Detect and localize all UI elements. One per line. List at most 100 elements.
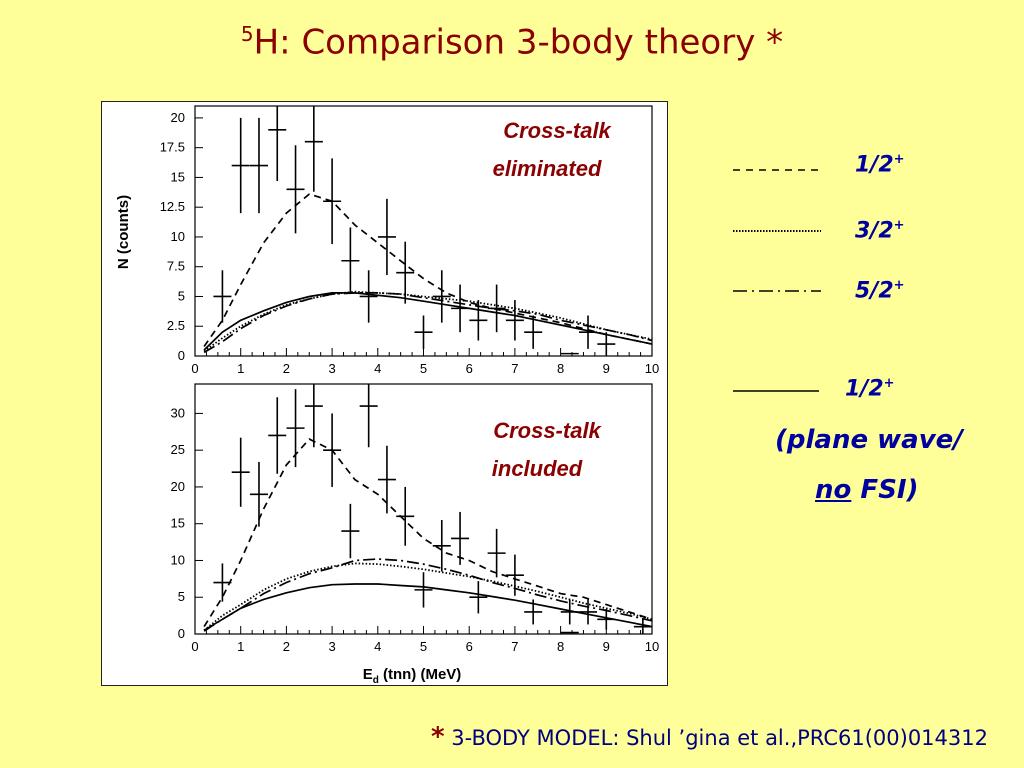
title-superscript: 5 bbox=[240, 22, 254, 46]
data-point bbox=[304, 106, 323, 192]
x-tick-label: 2 bbox=[283, 639, 290, 654]
data-point bbox=[432, 520, 451, 572]
y-tick-label: 7.5 bbox=[167, 259, 185, 274]
plot-bottom: 0 1 2 3 4 5 6 7 8 9 10 0 5 10 15 20 25 30 Cross-talk includ… bbox=[171, 383, 659, 654]
x-tick-label: 6 bbox=[466, 361, 473, 376]
data-point bbox=[469, 581, 488, 614]
x-tick-label: 7 bbox=[511, 361, 518, 376]
legend-note-rest: FSI) bbox=[851, 475, 919, 505]
legend-note-underlined: no bbox=[815, 475, 852, 505]
data-point bbox=[432, 270, 451, 323]
y-tick-label: 15 bbox=[171, 169, 185, 184]
footer-citation: * 3-BODY MODEL: Shul ’gina et al.,PRC61(… bbox=[431, 722, 988, 752]
legend-line-2 bbox=[733, 230, 821, 232]
x-tick-label: 2 bbox=[283, 361, 290, 376]
x-tick-label: 6 bbox=[466, 639, 473, 654]
y-tick-label: 25 bbox=[171, 442, 185, 457]
y-axis-label: N (counts) bbox=[115, 195, 132, 269]
figure-svg: 0 1 2 3 4 5 6 7 8 9 1002.557.51012.51517.520Cross-… bbox=[115, 105, 659, 686]
data-point bbox=[633, 619, 652, 634]
data-point bbox=[396, 241, 415, 304]
x-tick-label: 5 bbox=[420, 639, 427, 654]
legend-line-1 bbox=[733, 169, 821, 171]
data-point bbox=[505, 554, 524, 596]
data-point bbox=[524, 599, 543, 625]
data-point bbox=[286, 145, 305, 234]
curve-dashed bbox=[203, 193, 653, 347]
figure-panel: 0 1 2 3 4 5 6 7 8 9 10 0 2.5 5 7.5 10 12.5 15 17.5 20 Cross-… bbox=[101, 101, 668, 686]
panel-annotation: included bbox=[492, 456, 583, 481]
x-tick-label: 5 bbox=[420, 361, 427, 376]
x-tick-label: 3 bbox=[328, 639, 335, 654]
data-point bbox=[249, 461, 268, 527]
data-point bbox=[213, 563, 232, 602]
data-point bbox=[414, 572, 433, 608]
y-tick-label: 30 bbox=[171, 405, 185, 420]
data-point bbox=[579, 599, 598, 625]
x-tick-label: 8 bbox=[557, 639, 564, 654]
data-point bbox=[323, 413, 342, 487]
panel-annotation: Cross-talk bbox=[503, 118, 612, 143]
x-tick-label: 3 bbox=[328, 361, 335, 376]
x-tick-label: 9 bbox=[603, 639, 610, 654]
footer-star: * bbox=[430, 722, 445, 752]
title-text: H: Comparison 3-body theory * bbox=[253, 22, 784, 63]
y-tick-label: 0 bbox=[178, 348, 185, 363]
panel-annotation: eliminated bbox=[493, 156, 602, 181]
data-point bbox=[469, 300, 488, 341]
y-tick-label: 17.5 bbox=[160, 140, 185, 155]
x-tick-label: 4 bbox=[374, 639, 381, 654]
legend-label-4: 1/2+ bbox=[845, 376, 895, 402]
x-tick-label: 9 bbox=[603, 361, 610, 376]
data-point bbox=[213, 270, 232, 323]
x-tick-label: 0 bbox=[191, 361, 198, 376]
x-tick-label: 7 bbox=[511, 639, 518, 654]
data-point bbox=[231, 117, 250, 214]
y-tick-label: 10 bbox=[171, 229, 185, 244]
panel-annotation: Cross-talk bbox=[493, 418, 602, 443]
data-point bbox=[560, 599, 579, 625]
x-tick-label: 10 bbox=[645, 361, 659, 376]
legend-label-3: 5/2+ bbox=[855, 278, 905, 304]
data-point bbox=[359, 270, 378, 323]
x-tick-label: 1 bbox=[237, 639, 244, 654]
curve-dashed bbox=[203, 438, 653, 628]
data-point bbox=[597, 332, 616, 356]
data-point bbox=[249, 117, 268, 214]
y-tick-label: 20 bbox=[171, 479, 185, 494]
y-tick-label: 12.5 bbox=[160, 199, 185, 214]
data-point bbox=[396, 486, 415, 546]
y-tick-label: 5 bbox=[178, 589, 185, 604]
y-tick-label: 0 bbox=[178, 626, 185, 641]
data-point bbox=[597, 609, 616, 630]
y-tick-label: 10 bbox=[171, 552, 185, 567]
data-point bbox=[487, 528, 506, 578]
legend-line-4 bbox=[733, 390, 819, 392]
data-point bbox=[377, 445, 396, 514]
data-point bbox=[451, 511, 470, 565]
data-point bbox=[268, 106, 287, 181]
x-tick-label: 0 bbox=[191, 639, 198, 654]
y-tick-label: 5 bbox=[178, 288, 185, 303]
data-point bbox=[268, 397, 287, 474]
y-tick-label: 15 bbox=[171, 516, 185, 531]
footer-text: 3-BODY MODEL: Shul ’gina et al.,PRC61(00… bbox=[451, 726, 988, 750]
y-tick-label: 2.5 bbox=[167, 318, 185, 333]
data-point bbox=[377, 198, 396, 276]
data-point bbox=[231, 437, 250, 507]
data-point bbox=[341, 227, 360, 295]
legend-note-line1: (plane wave/ bbox=[775, 425, 963, 455]
x-tick-label: 8 bbox=[557, 361, 564, 376]
x-tick-label: 1 bbox=[237, 361, 244, 376]
data-point bbox=[341, 503, 360, 559]
data-point bbox=[451, 284, 470, 333]
data-point bbox=[304, 384, 323, 448]
data-point bbox=[524, 315, 543, 349]
data-point bbox=[487, 284, 506, 333]
data-point bbox=[579, 315, 598, 349]
x-tick-label: 10 bbox=[645, 639, 659, 654]
curve-solid bbox=[203, 292, 653, 351]
data-point bbox=[505, 300, 524, 341]
data-point bbox=[323, 158, 342, 245]
plot-top: 0 1 2 3 4 5 6 7 8 9 10 0 2.5 5 7.5 10 12.5 15 17.5 20 Cross-… bbox=[160, 105, 659, 376]
